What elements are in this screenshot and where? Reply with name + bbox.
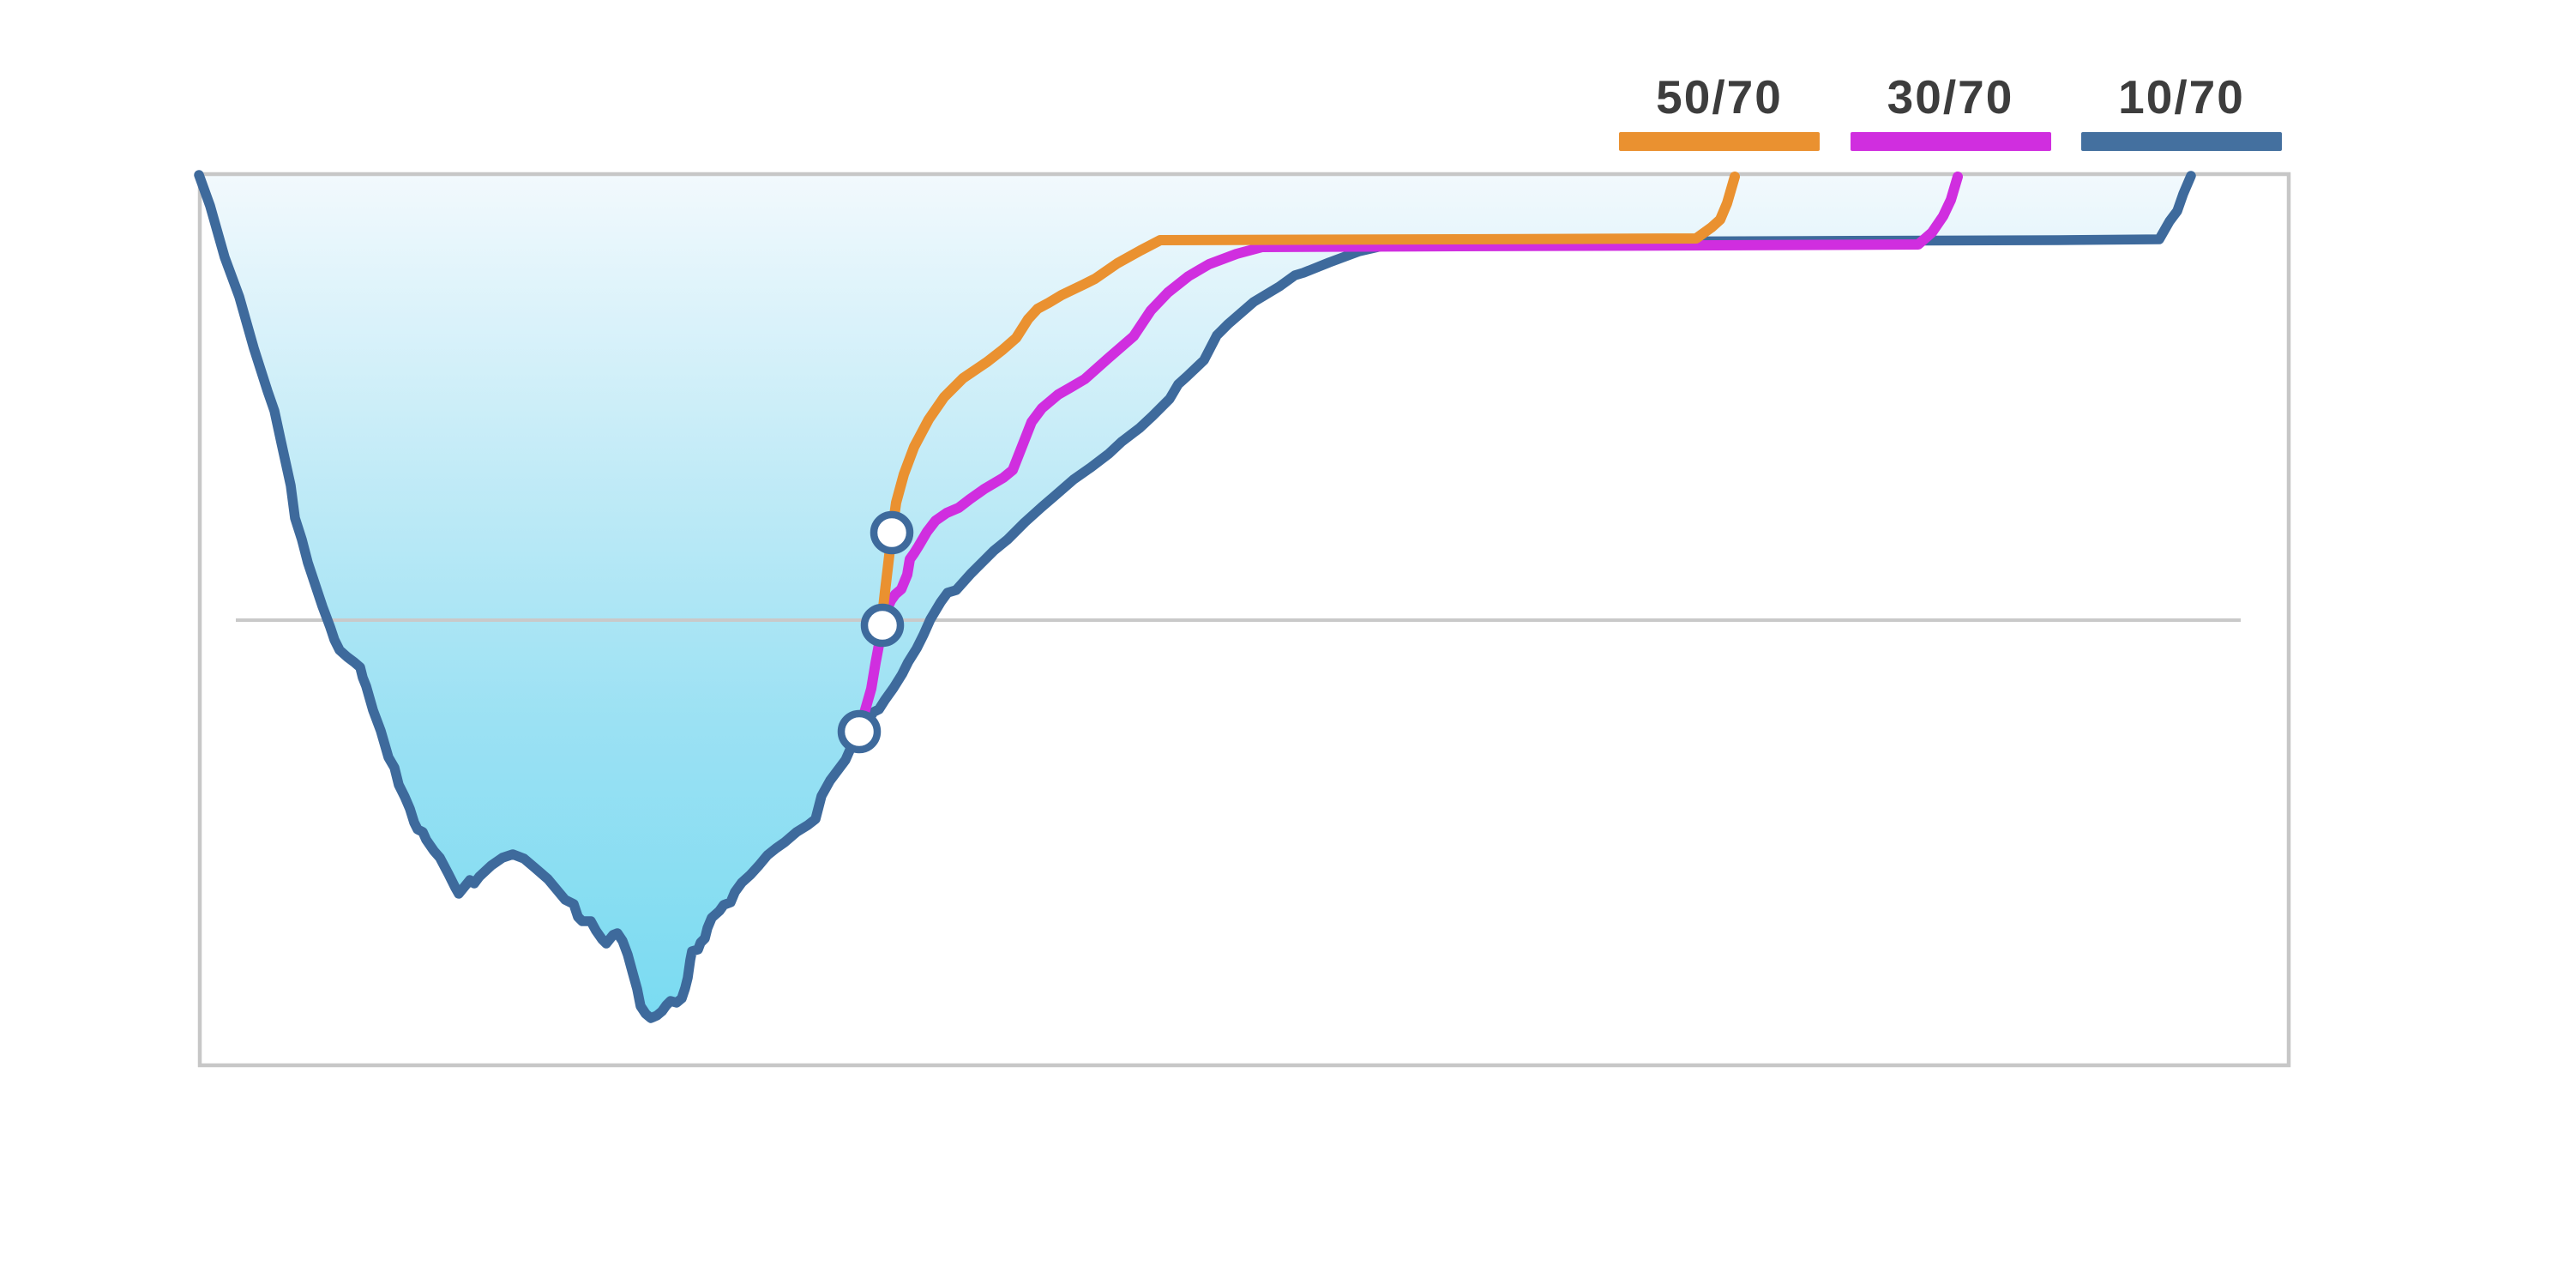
- branch-marker: [860, 603, 905, 648]
- legend-swatch-30-70: [1850, 132, 2051, 151]
- series-line-50-70: [876, 172, 1740, 628]
- legend-swatch-10-70: [2081, 132, 2282, 151]
- legend-label-50-70: 50/70: [1656, 70, 1783, 124]
- series-line-10-70: [194, 170, 2196, 1023]
- legend: 50/70 30/70 10/70: [1619, 74, 2282, 151]
- legend-item-30-70: 30/70: [1850, 70, 2051, 151]
- legend-label-10-70: 10/70: [2118, 70, 2245, 124]
- branch-point-markers: [837, 510, 914, 754]
- legend-item-10-70: 10/70: [2081, 74, 2282, 151]
- area-fill: [199, 174, 2191, 1018]
- legend-item-50-70: 50/70: [1619, 74, 1820, 151]
- branch-marker: [837, 709, 882, 754]
- series-line-30-70: [854, 172, 1963, 735]
- legend-label-30-70: 30/70: [1887, 70, 2014, 124]
- branch-marker: [870, 510, 914, 555]
- legend-swatch-50-70: [1619, 132, 1820, 151]
- plot-border: [197, 172, 2291, 1068]
